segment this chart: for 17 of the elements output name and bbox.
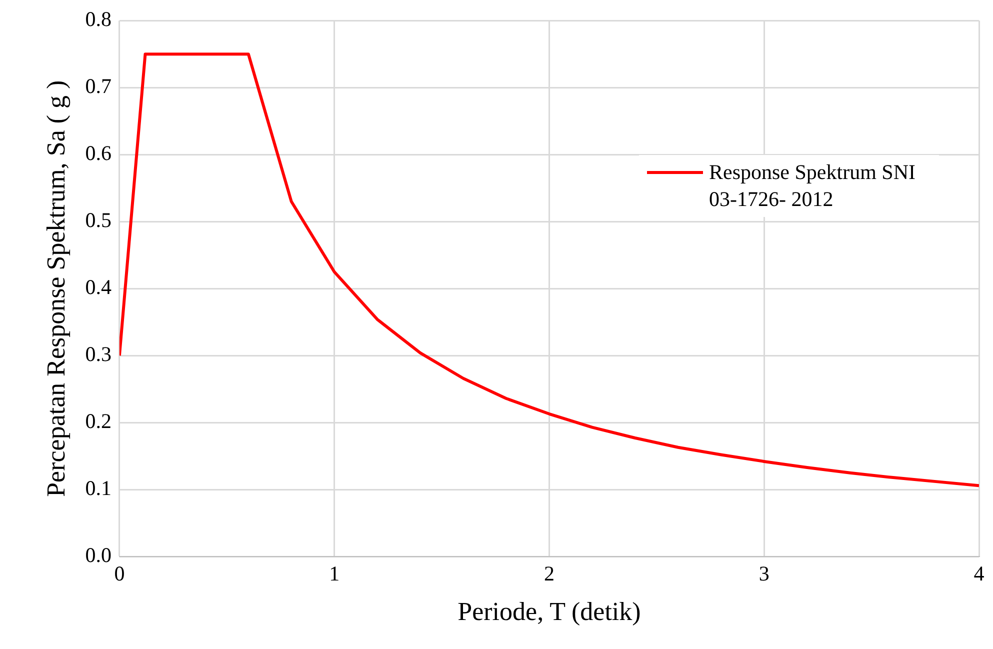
x-tick-label: 0 [114,562,125,586]
x-tick-label: 4 [974,562,985,586]
y-tick-label: 0.3 [85,342,112,366]
x-tick-label: 3 [758,562,770,586]
y-tick-label: 0.7 [85,74,112,98]
x-axis-title: Periode, T (detik) [458,597,641,626]
y-tick-label: 0.6 [85,141,112,166]
y-tick-label: 0.1 [85,476,112,500]
y-tick-label: 0.4 [85,275,112,300]
y-tick-label: 0.2 [85,409,112,434]
x-tick-label: 2 [544,562,554,586]
y-tick-label: 0.5 [85,208,112,232]
y-axis-title: Percepatan Response Spektrum, Sa ( g ) [41,80,70,497]
x-tick-label: 1 [329,562,340,586]
y-tick-label: 0.0 [85,543,112,568]
legend-label: Response Spektrum SNI 03-1726- 2012 [709,158,916,213]
y-tick-label: 0.8 [85,7,112,32]
